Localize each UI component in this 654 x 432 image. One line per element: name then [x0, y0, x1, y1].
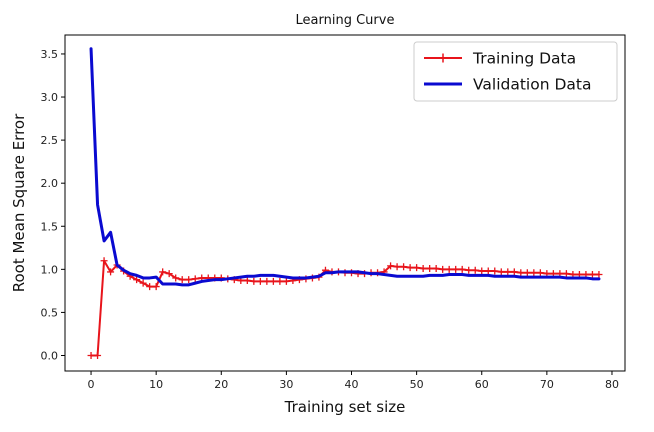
data-point — [393, 263, 401, 271]
x-tick-label: 60 — [475, 378, 489, 391]
chart-title: Learning Curve — [296, 13, 395, 28]
data-point — [517, 269, 525, 277]
x-tick-label: 40 — [345, 378, 359, 391]
y-tick-label: 3.0 — [41, 91, 59, 104]
data-point — [426, 264, 434, 272]
data-point — [406, 264, 414, 272]
legend-item: Training Data — [424, 50, 576, 68]
data-point — [452, 265, 460, 273]
data-point — [146, 283, 154, 291]
y-tick-label: 1.5 — [41, 220, 59, 233]
data-point — [491, 267, 499, 275]
legend-label: Validation Data — [473, 76, 591, 94]
legend-item: Validation Data — [424, 76, 591, 94]
data-point — [165, 270, 173, 278]
data-point — [107, 268, 115, 276]
x-tick-label: 10 — [149, 378, 163, 391]
y-tick-label: 2.0 — [41, 177, 59, 190]
data-point — [465, 266, 473, 274]
data-point — [419, 264, 427, 272]
data-point — [588, 271, 596, 279]
series-validation-data — [89, 47, 601, 287]
x-tick-label: 20 — [214, 378, 228, 391]
data-point — [269, 277, 277, 285]
data-point — [152, 283, 160, 291]
legend-box — [413, 41, 618, 102]
x-tick-label: 30 — [279, 378, 293, 391]
data-point — [536, 269, 544, 277]
data-point — [445, 265, 453, 273]
data-point — [387, 262, 395, 270]
data-point — [530, 269, 538, 277]
x-tick-label: 70 — [540, 378, 554, 391]
data-point — [510, 268, 518, 276]
x-tick-label: 80 — [605, 378, 619, 391]
legend-marker — [438, 53, 448, 63]
y-tick-label: 0.0 — [41, 349, 59, 362]
data-point — [250, 277, 258, 285]
data-point — [139, 279, 147, 287]
y-axis-label: Root Mean Square Error — [10, 113, 28, 292]
series-layer — [87, 47, 603, 359]
data-point — [94, 351, 102, 359]
data-point — [478, 267, 486, 275]
data-point — [458, 265, 466, 273]
data-point — [172, 274, 180, 282]
data-point — [282, 277, 290, 285]
data-point — [276, 277, 284, 285]
data-point — [87, 351, 95, 359]
legend: Training Data Validation Data — [413, 41, 618, 102]
x-tick-label: 0 — [88, 378, 95, 391]
data-point — [178, 276, 186, 284]
x-tick-label: 50 — [410, 378, 424, 391]
y-tick-label: 3.5 — [41, 48, 59, 61]
data-point — [159, 268, 167, 276]
x-axis-label: Training set size — [284, 398, 406, 416]
data-point — [497, 268, 505, 276]
data-point — [562, 270, 570, 278]
data-point — [400, 263, 408, 271]
data-point — [263, 277, 271, 285]
data-point — [471, 266, 479, 274]
data-point — [243, 277, 251, 285]
y-tick-label: 0.5 — [41, 306, 59, 319]
data-point — [100, 257, 108, 265]
data-point — [504, 268, 512, 276]
y-axis-ticks: 0.0 0.5 1.0 1.5 2.0 2.5 3.0 3.5 — [41, 48, 65, 362]
legend-label: Training Data — [472, 50, 576, 68]
data-point — [484, 267, 492, 275]
data-point — [523, 269, 531, 277]
data-point — [595, 271, 603, 279]
y-tick-label: 2.5 — [41, 134, 59, 147]
data-point — [191, 275, 199, 283]
data-point — [185, 276, 193, 284]
x-axis-ticks: 0 10 20 30 40 50 60 70 80 — [88, 371, 619, 391]
data-point — [133, 276, 141, 284]
series-line — [89, 47, 601, 287]
data-point — [413, 264, 421, 272]
y-tick-label: 1.0 — [41, 263, 59, 276]
data-point — [439, 265, 447, 273]
data-point — [256, 277, 264, 285]
legend-items: Training Data Validation Data — [424, 50, 591, 94]
data-point — [432, 264, 440, 272]
